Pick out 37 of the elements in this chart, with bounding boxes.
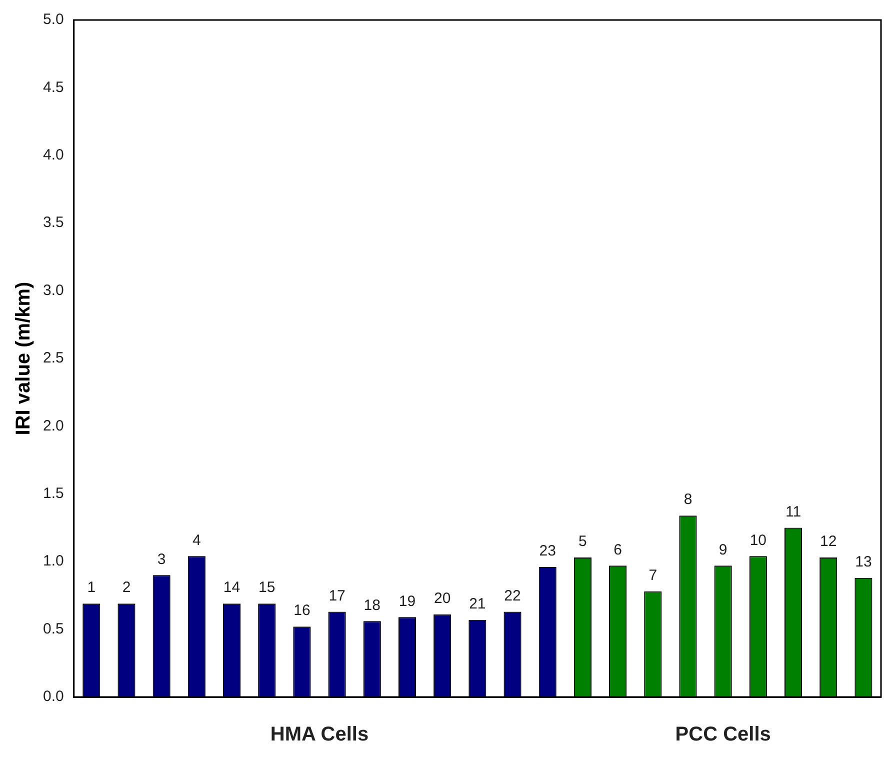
y-tick-label: 1.0: [42, 552, 64, 570]
x-tick-label: 6: [614, 541, 622, 558]
x-tick-label: 22: [504, 587, 521, 604]
y-tick-label: 4.5: [42, 78, 64, 96]
x-tick-label: 8: [684, 491, 692, 508]
x-tick-label: 9: [718, 541, 728, 558]
y-axis-title: IRI value (m/km): [12, 282, 35, 436]
y-tick-label: 3.0: [42, 282, 64, 299]
x-tick-label: 16: [294, 602, 310, 620]
series-label: PCC Cells: [675, 724, 771, 746]
y-tick-label: 3.5: [42, 214, 64, 232]
x-tick-label: 19: [398, 592, 416, 610]
x-tick-label: 18: [364, 596, 380, 614]
x-tick-label: 15: [258, 579, 276, 596]
x-tick-label: 3: [157, 550, 166, 568]
x-tick-label: 13: [855, 553, 872, 570]
y-tick-label: 2.0: [42, 417, 64, 434]
x-tick-label: 12: [820, 533, 837, 550]
y-tick-label: 1.5: [42, 485, 64, 502]
y-tick-label: 4.0: [42, 146, 64, 164]
x-tick-label: 17: [328, 587, 346, 604]
x-tick-label: 11: [785, 503, 802, 520]
x-tick-label: 7: [648, 567, 658, 584]
y-tick-label: 0.5: [42, 620, 64, 638]
y-tick-label: 0.0: [42, 688, 64, 706]
x-tick-label: 5: [578, 533, 587, 550]
x-tick-label: 20: [434, 590, 451, 608]
x-tick-label: 23: [539, 542, 556, 560]
x-tick-label: 1: [87, 579, 96, 596]
x-tick-label: 10: [750, 532, 767, 549]
x-tick-label: 2: [122, 579, 131, 596]
series-label: HMA Cells: [270, 724, 369, 746]
x-tick-label: 21: [469, 595, 486, 612]
x-tick-label: 14: [223, 579, 240, 596]
x-tick-label: 4: [192, 532, 201, 549]
y-tick-label: 2.5: [42, 350, 64, 367]
y-tick-label: 5.0: [42, 11, 64, 28]
